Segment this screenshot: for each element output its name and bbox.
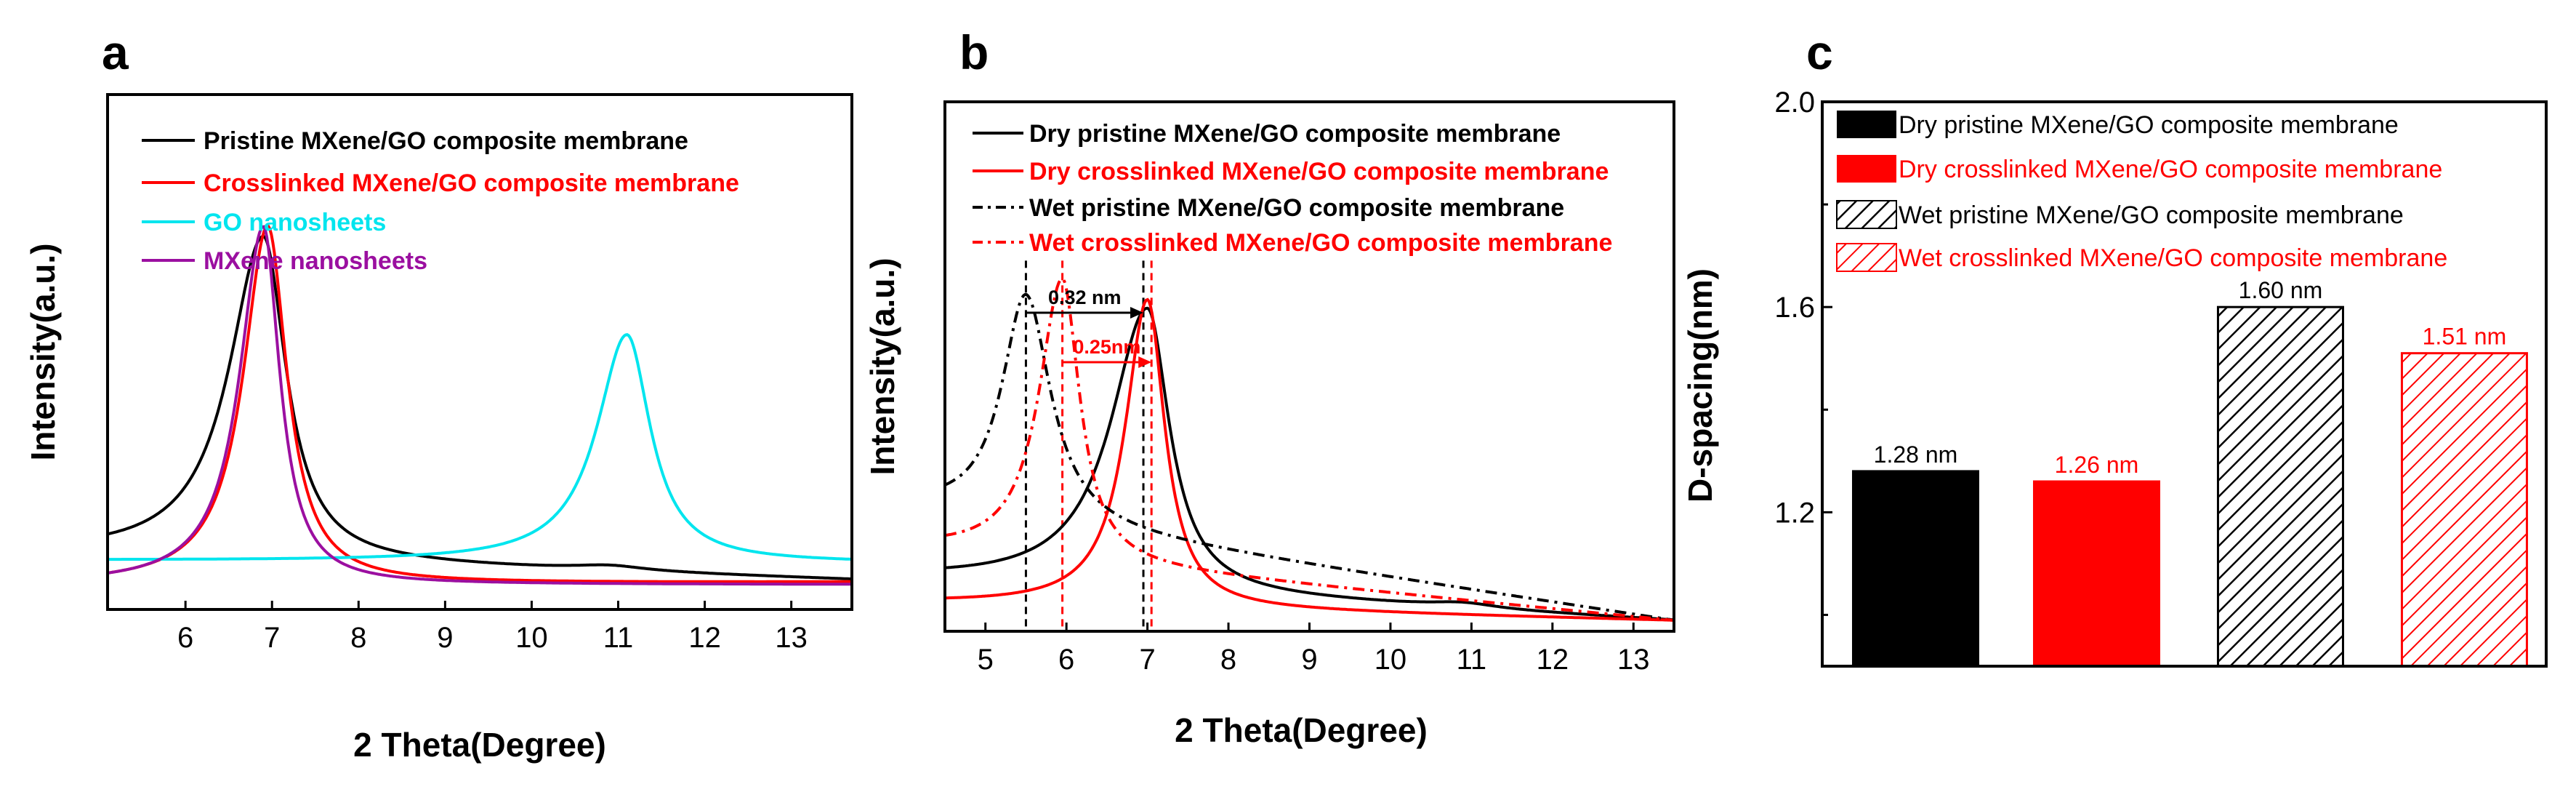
legend-item-c-2: Wet pristine MXene/GO composite membrane: [1899, 201, 2404, 229]
panel-b-tick-label-6: 11: [1457, 644, 1487, 676]
panel-b-tick-label-2: 7: [1139, 644, 1155, 676]
panel-a-legend: Pristine MXene/GO composite membrane Cro…: [142, 127, 739, 275]
panel-c-tick-label-1: 1.6: [1774, 292, 1815, 324]
legend-swatch-c-0: [1837, 111, 1896, 138]
legend-swatch-c-1: [1837, 155, 1896, 183]
panel-b-series-0: [944, 306, 1675, 622]
panel-c-bars: 1.28 nm 1.26 nm 1.60 nm 1.51 nm: [1851, 277, 2528, 668]
panel-a-tick-label-0: 6: [177, 622, 193, 654]
panel-a-frame: [106, 93, 853, 611]
panel-a-series-2: [108, 332, 853, 561]
bar-2: [2216, 305, 2344, 668]
panel-c-tick-label-2: 2.0: [1774, 87, 1815, 119]
panel-b-tick-label-7: 12: [1537, 644, 1569, 676]
panel-letter-c: c: [1806, 25, 1833, 79]
bar-value-label-1: 1.26 nm: [2055, 452, 2139, 478]
bar-3: [2400, 352, 2528, 668]
panel-c-y-axis-label: D-spacing(nm): [1681, 268, 1719, 503]
panel-letter-b: b: [959, 25, 989, 79]
panel-a-series-1: [107, 225, 852, 583]
panel-b-x-axis-label: 2 Theta(Degree): [1175, 711, 1428, 749]
panel-a-x-ticks: 6 7 8 9 10 11 12 13: [177, 601, 808, 654]
panel-a-tick-label-1: 7: [264, 622, 280, 654]
legend-item-b-3: Wet crosslinked MXene/GO composite membr…: [1029, 229, 1612, 257]
panel-c-y-ticks: 1.2 1.6 2.0: [1774, 87, 1832, 616]
panel-b-tick-label-1: 6: [1058, 644, 1074, 676]
panel-a-tick-label-3: 9: [437, 622, 453, 654]
panel-a-tick-label-5: 11: [603, 622, 634, 654]
panel-a-tick-label-6: 12: [688, 622, 721, 654]
annotation-arrowhead-0: [1130, 307, 1144, 319]
legend-item-c-3: Wet crosslinked MXene/GO composite membr…: [1899, 244, 2447, 272]
bar-value-label-0: 1.28 nm: [1874, 441, 1958, 468]
panel-b-tick-label-0: 5: [978, 644, 994, 676]
panel-letter-a: a: [102, 25, 129, 79]
legend-item-a-3: MXene nanosheets: [204, 247, 427, 275]
bar-value-label-2: 1.60 nm: [2239, 277, 2323, 303]
annotation-0-25-nm: 0.25nm: [1073, 336, 1140, 358]
panel-c-legend: Dry pristine MXene/GO composite membrane…: [1836, 111, 2447, 272]
panel-a-tick-label-7: 13: [775, 622, 808, 654]
panel-a-series-0: [107, 235, 852, 580]
legend-item-a-0: Pristine MXene/GO composite membrane: [204, 127, 688, 155]
panel-b-annotations: 0.32 nm 0.25nm: [1026, 287, 1152, 368]
annotation-0-32-nm: 0.32 nm: [1048, 287, 1122, 308]
panel-b-tick-label-5: 10: [1374, 644, 1407, 676]
legend-item-b-1: Dry crosslinked MXene/GO composite membr…: [1029, 158, 1609, 185]
panel-b-legend: Dry pristine MXene/GO composite membrane…: [973, 120, 1612, 257]
bar-0: [1851, 470, 1979, 668]
panel-b-plot-area: [944, 260, 1675, 631]
legend-item-a-1: Crosslinked MXene/GO composite membrane: [204, 169, 739, 197]
bar-1: [2032, 480, 2160, 668]
panel-c-frame: [1821, 100, 2548, 668]
panel-a-plot-area: [107, 225, 853, 586]
panel-b-tick-label-8: 13: [1617, 644, 1650, 676]
panel-c: 1.28 nm 1.26 nm 1.60 nm 1.51 nm 1.2 1.6 2.0 D…: [1681, 87, 2548, 668]
panel-a-series-3: [107, 225, 852, 586]
panel-b-series-1: [945, 297, 1675, 622]
legend-item-c-1: Dry crosslinked MXene/GO composite membr…: [1899, 156, 2442, 183]
panel-c-tick-label-0: 1.2: [1774, 497, 1815, 529]
panel-b-series-2: [944, 292, 1675, 622]
panel-b-tick-label-3: 8: [1220, 644, 1236, 676]
legend-item-b-0: Dry pristine MXene/GO composite membrane: [1029, 120, 1561, 148]
panel-b: 5 6 7 8 9 10 11 12 13 2 Theta(Degree) Intensity(…: [864, 100, 1675, 749]
panel-b-series-3: [944, 277, 1675, 622]
legend-item-b-2: Wet pristine MXene/GO composite membrane: [1029, 194, 1564, 222]
panel-a: 6 7 8 9 10 11 12 13 2 Theta(Degree) Intensity(a…: [24, 93, 853, 764]
annotation-arrowhead-1: [1138, 356, 1152, 368]
legend-swatch-c-3: [1836, 243, 1897, 272]
panel-a-tick-label-2: 8: [350, 622, 366, 654]
legend-swatch-c-2: [1836, 200, 1897, 229]
legend-item-a-2: GO nanosheets: [204, 209, 386, 236]
panel-a-tick-label-4: 10: [515, 622, 548, 654]
panel-b-x-ticks: 5 6 7 8 9 10 11 12 13: [978, 623, 1650, 676]
panel-a-y-axis-label: Intensity(a.u.): [24, 243, 62, 460]
panel-a-x-axis-label: 2 Theta(Degree): [353, 726, 606, 764]
legend-item-c-0: Dry pristine MXene/GO composite membrane: [1899, 111, 2399, 139]
panel-b-y-axis-label: Intensity(a.u.): [864, 257, 901, 475]
panel-b-tick-label-4: 9: [1301, 644, 1317, 676]
bar-value-label-3: 1.51 nm: [2423, 324, 2507, 350]
